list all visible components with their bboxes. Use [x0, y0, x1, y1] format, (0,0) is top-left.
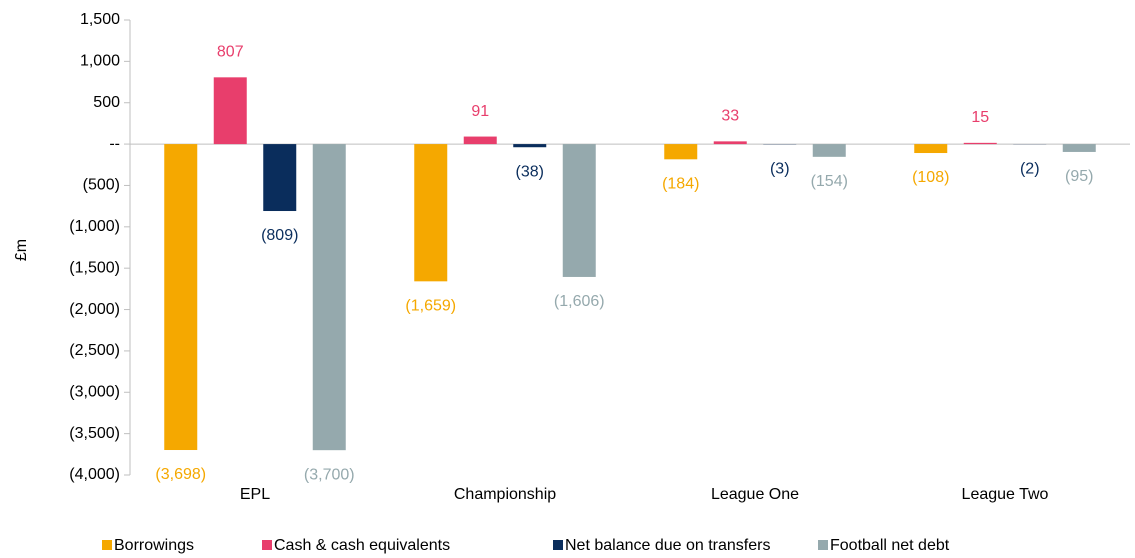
bar [812, 144, 846, 157]
data-label: 33 [721, 108, 739, 125]
bar [914, 144, 948, 154]
x-tick-label: EPL [240, 486, 270, 503]
data-label: (3,700) [304, 466, 355, 483]
legend-label: Net balance due on transfers [565, 537, 770, 554]
legend-swatch [262, 540, 272, 550]
bar [463, 136, 497, 145]
data-label: (1,606) [554, 293, 605, 310]
y-tick-label: (3,000) [69, 383, 120, 400]
data-label: 91 [471, 103, 489, 120]
data-label: (3) [770, 161, 790, 178]
y-tick-label: (1,000) [69, 218, 120, 235]
bar [213, 77, 247, 145]
bar [414, 144, 448, 282]
bar [1062, 144, 1096, 152]
bar [164, 144, 198, 451]
data-label: (154) [811, 173, 848, 190]
bar [562, 144, 596, 277]
x-tick-label: League Two [962, 486, 1049, 503]
legend-swatch [553, 540, 563, 550]
x-tick-label: Championship [454, 486, 556, 503]
data-label: (184) [662, 176, 699, 193]
bar [713, 141, 747, 145]
y-tick-label: (500) [83, 177, 120, 194]
data-label: (3,698) [155, 466, 206, 483]
data-label: (1,659) [405, 298, 456, 315]
data-label: (809) [261, 227, 298, 244]
bar [664, 144, 698, 160]
legend-label: Borrowings [114, 537, 194, 554]
data-label: (108) [912, 169, 949, 186]
y-tick-label: (2,500) [69, 342, 120, 359]
y-tick-label: (2,000) [69, 301, 120, 318]
legend-swatch [102, 540, 112, 550]
x-tick-label: League One [711, 486, 799, 503]
data-label: (38) [516, 163, 544, 180]
data-label: (2) [1020, 160, 1040, 177]
y-tick-label: -- [109, 135, 120, 152]
data-label: (95) [1065, 168, 1093, 185]
data-label: 15 [971, 109, 989, 126]
y-tick-label: 1,000 [80, 53, 120, 70]
legend-label: Cash & cash equivalents [274, 537, 450, 554]
data-label: 807 [217, 44, 244, 61]
bar [263, 144, 297, 212]
y-axis-title: £m [13, 239, 30, 261]
y-tick-label: (4,000) [69, 466, 120, 483]
legend-label: Football net debt [830, 537, 950, 554]
bar [513, 144, 547, 148]
y-tick-label: (3,500) [69, 425, 120, 442]
y-tick-label: 500 [93, 94, 120, 111]
y-tick-label: (1,500) [69, 259, 120, 276]
bar [963, 142, 997, 145]
legend-swatch [818, 540, 828, 550]
y-tick-label: 1,500 [80, 11, 120, 28]
bar [312, 144, 346, 451]
